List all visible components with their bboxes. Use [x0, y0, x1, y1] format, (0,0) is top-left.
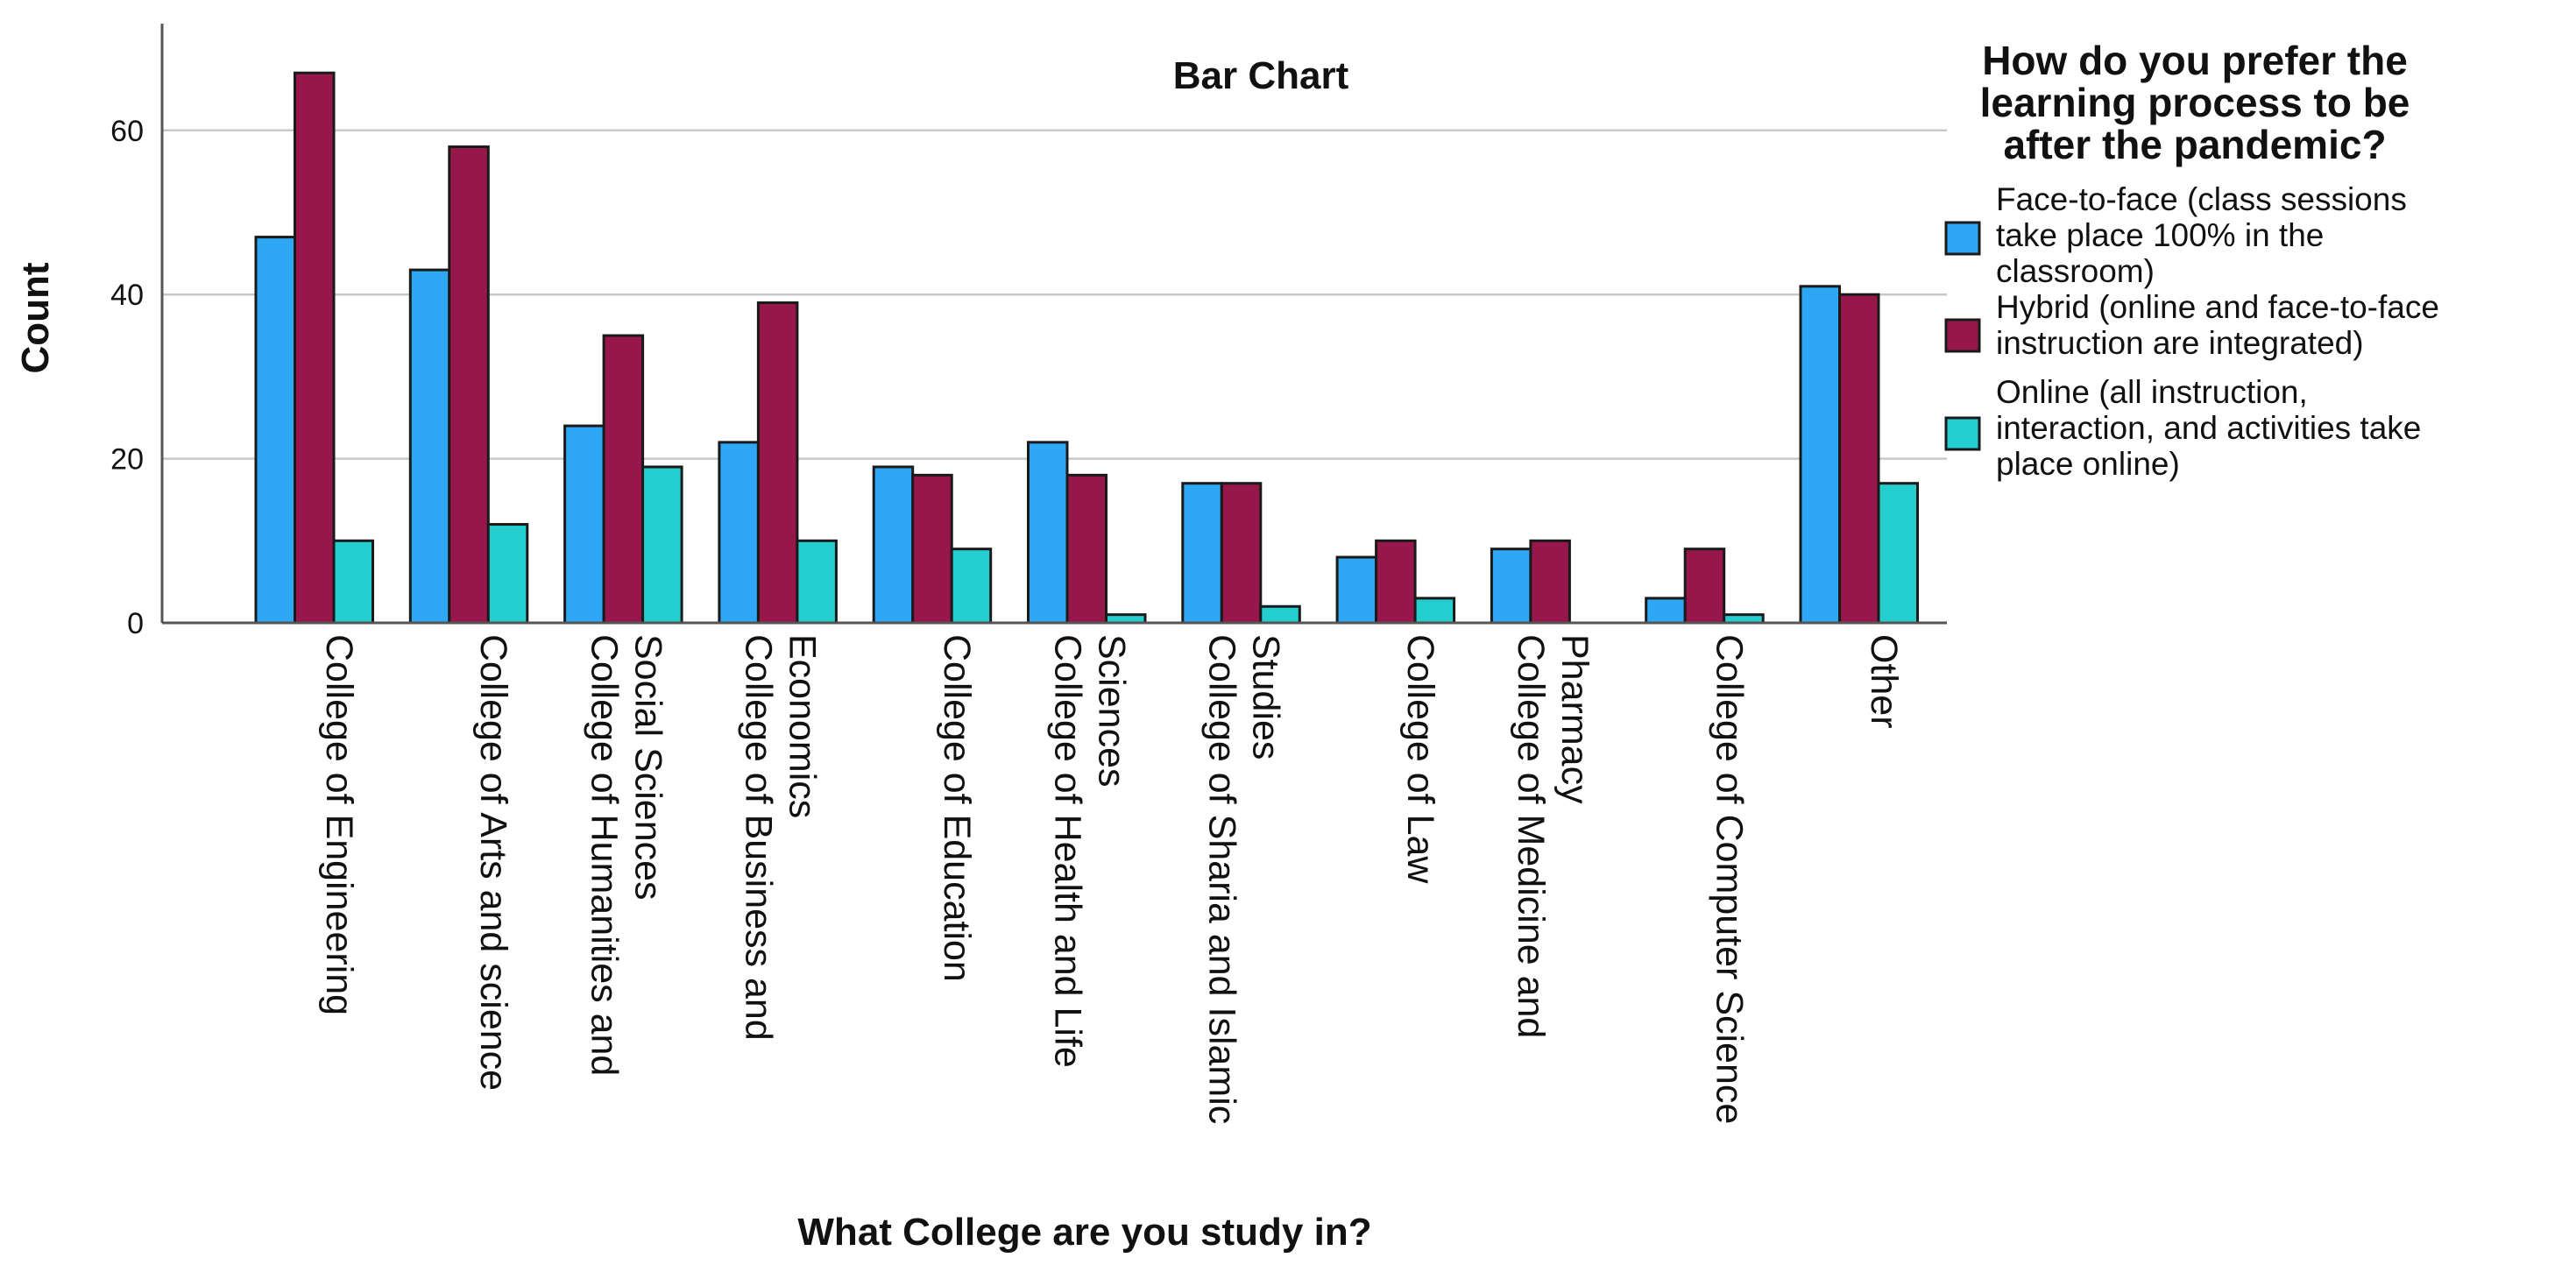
bar [332, 539, 374, 625]
category-label: College of Humanities and [583, 634, 625, 1076]
bar [796, 539, 838, 625]
bar [294, 71, 336, 625]
bar [950, 548, 993, 625]
bar [1413, 597, 1456, 625]
category-label: Sciences [1090, 634, 1132, 787]
y-tick-label: 0 [127, 607, 144, 640]
bar [1027, 441, 1069, 625]
category-label: College of Sharia and Islamic [1201, 634, 1243, 1124]
category-label: Economics [782, 634, 824, 818]
chart-title: Bar Chart [1173, 54, 1349, 97]
category-label: College of Law [1399, 634, 1441, 884]
category-label: College of Engineering [318, 634, 360, 1015]
bar [756, 301, 799, 625]
y-axis-title: Count [14, 262, 57, 373]
bar [1529, 539, 1571, 625]
bar [448, 145, 490, 625]
legend-label: classroom) [1996, 253, 2155, 289]
y-tick-labels: 0 20 40 60 [110, 115, 144, 640]
category-label: Pharmacy [1553, 634, 1596, 804]
bar [1490, 548, 1532, 625]
legend-label: take place 100% in the [1996, 217, 2324, 253]
legend-label: interaction, and activities take [1996, 410, 2421, 446]
bar [1838, 293, 1880, 625]
legend-label: Online (all instruction, [1996, 374, 2308, 410]
legend-title: How do you prefer the [1982, 38, 2408, 83]
category-labels: College of Engineering College of Arts an… [318, 634, 1905, 1124]
y-tick-label: 40 [110, 279, 144, 312]
category-label: Studies [1245, 634, 1287, 760]
category-label: College of Arts and science [472, 634, 514, 1091]
y-tick-label: 60 [110, 115, 144, 148]
bar [1645, 597, 1687, 625]
y-tick-label: 20 [110, 443, 144, 477]
bar [1799, 285, 1841, 625]
bar [1181, 482, 1223, 625]
axes [160, 23, 1947, 625]
bar [1375, 539, 1417, 625]
bars [254, 71, 1919, 625]
bar [641, 465, 683, 625]
bar [1683, 548, 1726, 625]
bar [1335, 555, 1378, 625]
category-label: College of Computer Science [1708, 634, 1750, 1124]
legend-swatch [1944, 416, 1981, 451]
bar [718, 441, 760, 625]
legend-title: learning process to be [1980, 80, 2410, 125]
category-label: College of Health and Life [1046, 634, 1088, 1068]
category-label: College of Medicine and [1510, 634, 1552, 1038]
bar [1220, 482, 1263, 625]
bar [872, 465, 915, 625]
bar [563, 424, 605, 625]
category-label: College of Education [936, 634, 978, 982]
legend-swatch [1944, 318, 1981, 353]
legend-label: Face-to-face (class sessions [1996, 181, 2407, 217]
bar [602, 334, 645, 625]
bar [911, 473, 953, 625]
category-label: Other [1863, 634, 1905, 729]
legend-label: place online) [1996, 446, 2180, 482]
bar [254, 236, 296, 625]
legend-label: instruction are integrated) [1996, 325, 2364, 361]
legend-label: Hybrid (online and face-to-face [1996, 289, 2439, 325]
category-label: Social Sciences [626, 634, 669, 901]
bar [1065, 473, 1108, 625]
category-label: College of Business and [738, 634, 780, 1041]
x-axis-title: What College are you study in? [797, 1211, 1371, 1254]
legend-title: after the pandemic? [2003, 122, 2386, 167]
bar [1877, 482, 1919, 625]
legend-swatch [1944, 221, 1981, 256]
bar [486, 523, 529, 625]
bar [1259, 604, 1301, 625]
bar [408, 268, 451, 625]
